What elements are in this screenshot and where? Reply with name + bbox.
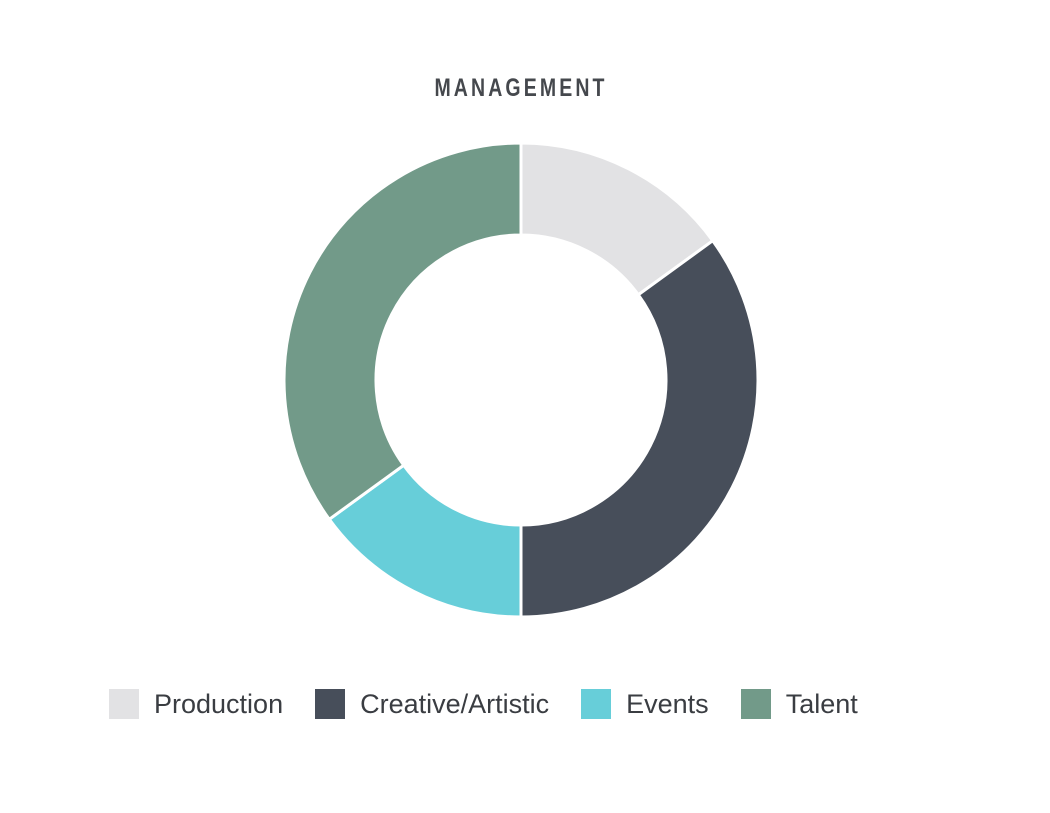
legend-swatch-talent <box>740 689 771 719</box>
legend-item-production: Production <box>109 688 283 720</box>
legend-item-events: Events <box>581 688 709 720</box>
legend: Production Creative/Artistic Events Tale… <box>109 688 858 720</box>
legend-item-creative-artistic: Creative/Artistic <box>315 688 549 720</box>
legend-label-talent: Talent <box>785 689 858 719</box>
legend-label-production: Production <box>154 689 284 719</box>
chart-title: MANAGEMENT <box>434 74 608 102</box>
slice-creative-artistic <box>519 238 760 619</box>
legend-swatch-production <box>109 689 139 719</box>
slice-talent <box>282 141 523 522</box>
legend-label-creative-artistic: Creative/Artistic <box>360 689 550 719</box>
legend-swatch-events <box>581 689 612 719</box>
legend-swatch-creative-artistic <box>315 689 346 719</box>
legend-item-talent: Talent <box>740 688 858 720</box>
legend-label-events: Events <box>626 689 709 719</box>
